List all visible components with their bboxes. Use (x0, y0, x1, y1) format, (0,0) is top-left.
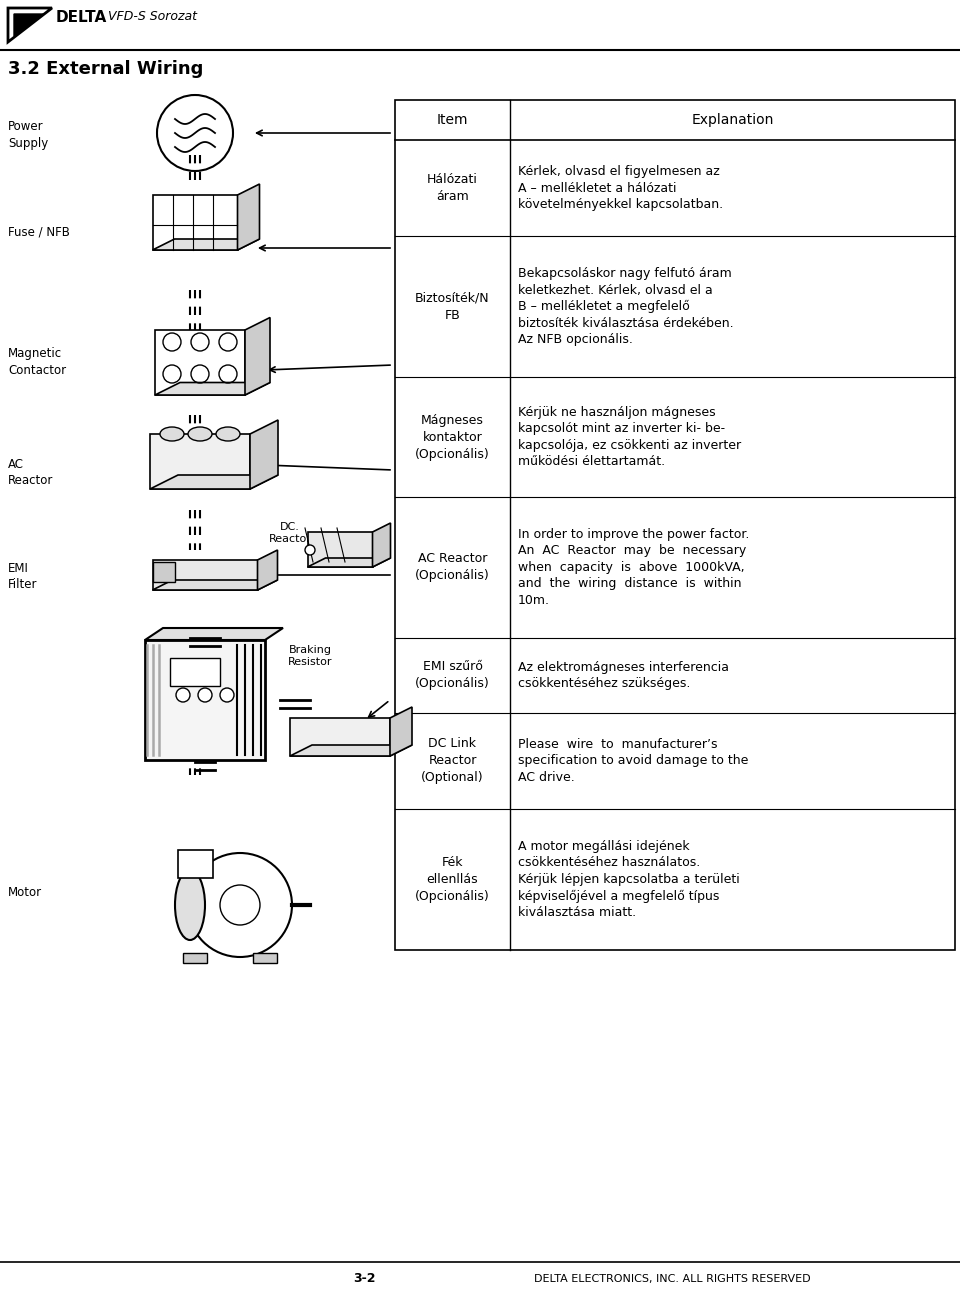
Circle shape (220, 687, 234, 702)
Polygon shape (150, 434, 250, 489)
Bar (145, 639, 265, 760)
Text: Kérlek, olvasd el figyelmesen az
A – mellékletet a hálózati
követelményekkel kap: Kérlek, olvasd el figyelmesen az A – mel… (518, 165, 723, 211)
Bar (170, 658, 220, 686)
Text: DC.
Reactor: DC. Reactor (269, 521, 311, 543)
Polygon shape (153, 239, 259, 250)
Polygon shape (245, 318, 270, 396)
Polygon shape (153, 195, 237, 250)
Polygon shape (155, 383, 270, 396)
Ellipse shape (175, 870, 205, 940)
Bar (183, 953, 207, 962)
Text: Mágneses
kontaktor
(Opcionális): Mágneses kontaktor (Opcionális) (415, 414, 490, 460)
Ellipse shape (160, 427, 184, 441)
Polygon shape (372, 523, 391, 567)
Ellipse shape (216, 427, 240, 441)
Circle shape (188, 853, 292, 957)
Text: DELTA: DELTA (56, 10, 108, 25)
Polygon shape (155, 329, 245, 396)
Text: AC Reactor
(Opcionális): AC Reactor (Opcionális) (415, 553, 490, 582)
Text: EMI
Filter: EMI Filter (8, 562, 37, 590)
Polygon shape (14, 14, 44, 36)
Polygon shape (150, 475, 278, 489)
Text: Fék
ellenllás
(Opcionális): Fék ellenllás (Opcionális) (415, 856, 490, 903)
Polygon shape (390, 707, 412, 756)
Ellipse shape (188, 427, 212, 441)
Text: In order to improve the power factor.
An  AC  Reactor  may  be  necessary
when  : In order to improve the power factor. An… (518, 528, 750, 607)
Text: DC Link
Reactor
(Optional): DC Link Reactor (Optional) (421, 737, 484, 785)
Polygon shape (153, 580, 277, 590)
Bar (253, 953, 277, 962)
Polygon shape (153, 560, 257, 590)
Polygon shape (257, 550, 277, 590)
Polygon shape (250, 420, 278, 489)
Bar (153, 562, 175, 582)
Text: EMI szűrő
(Opcionális): EMI szűrő (Opcionális) (415, 660, 490, 690)
Text: A motor megállási idejének
csökkentéséhez használatos.
Kérjük lépjen kapcsolatba: A motor megállási idejének csökkentéséhe… (518, 840, 740, 920)
Polygon shape (290, 744, 412, 756)
Polygon shape (307, 558, 391, 567)
Text: VFD-S Sorozat: VFD-S Sorozat (108, 10, 197, 23)
Text: Item: Item (437, 113, 468, 127)
Polygon shape (307, 532, 372, 567)
Text: Please  wire  to  manufacturer’s
specification to avoid damage to the
AC drive.: Please wire to manufacturer’s specificat… (518, 738, 749, 783)
Text: Braking
Resistor: Braking Resistor (288, 645, 332, 667)
Circle shape (305, 545, 315, 555)
Text: Bekapcsoláskor nagy felfutó áram
keletkezhet. Kérlek, olvasd el a
B – melléklete: Bekapcsoláskor nagy felfutó áram keletke… (518, 267, 733, 346)
Bar (395, 100, 955, 949)
Polygon shape (237, 184, 259, 250)
Text: DELTA ELECTRONICS, INC. ALL RIGHTS RESERVED: DELTA ELECTRONICS, INC. ALL RIGHTS RESER… (534, 1274, 810, 1284)
Text: 3-2: 3-2 (353, 1272, 376, 1285)
Text: 3.2 External Wiring: 3.2 External Wiring (8, 60, 204, 78)
Text: Explanation: Explanation (691, 113, 774, 127)
Text: Biztosíték/N
FB: Biztosíték/N FB (415, 292, 490, 322)
Text: Power
Supply: Power Supply (8, 121, 48, 149)
Text: Magnetic
Contactor: Magnetic Contactor (8, 348, 66, 376)
Text: Fuse / NFB: Fuse / NFB (8, 226, 70, 239)
Text: Az elektromágneses interferencia
csökkentéséhez szükséges.: Az elektromágneses interferencia csökken… (518, 660, 729, 690)
Polygon shape (145, 628, 283, 639)
Text: Motor: Motor (8, 887, 42, 900)
Circle shape (176, 687, 190, 702)
Text: Hálózati
áram: Hálózati áram (427, 173, 478, 204)
Polygon shape (290, 719, 390, 756)
Text: Kérjük ne használjon mágneses
kapcsolót mint az inverter ki- be-
kapcsolója, ez : Kérjük ne használjon mágneses kapcsolót … (518, 406, 741, 468)
Text: AC
Reactor: AC Reactor (8, 458, 54, 486)
Circle shape (198, 687, 212, 702)
Bar (178, 850, 213, 878)
